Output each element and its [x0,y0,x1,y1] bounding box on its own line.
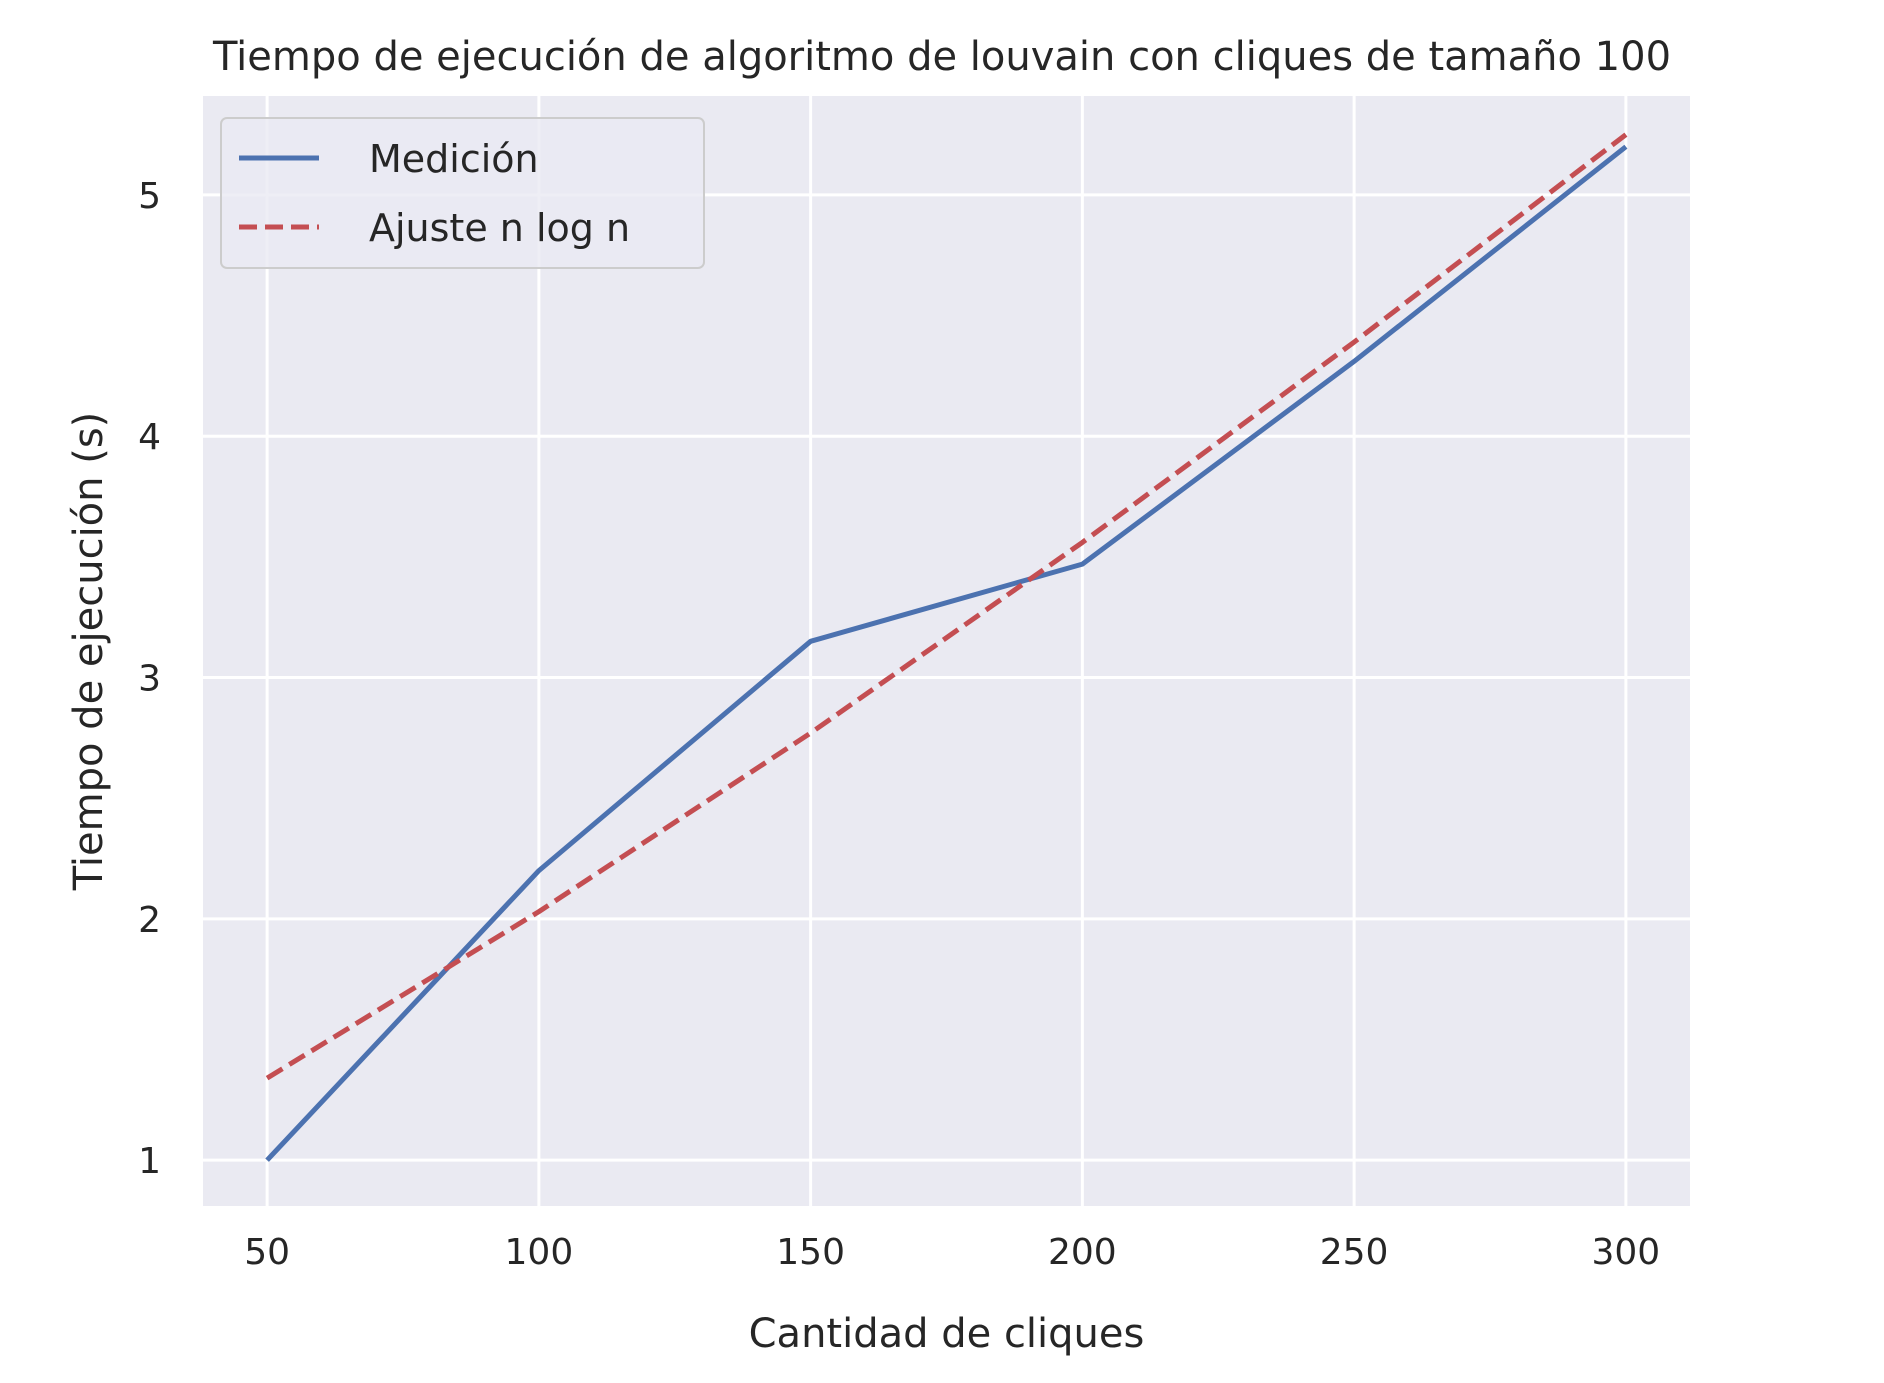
x-tick-label: 100 [505,1232,574,1273]
legend-label-1: Medición [369,137,539,181]
legend-label-2: Ajuste n log n [369,206,630,250]
x-tick-label: 300 [1592,1232,1661,1273]
y-tick-label: 2 [138,900,161,941]
grid [203,96,1690,1206]
x-tick-label: 250 [1320,1232,1389,1273]
y-tick-label: 3 [138,659,161,700]
series-line-2 [265,132,1628,1081]
legend-box [220,117,705,269]
y-tick-label: 5 [138,176,161,217]
chart-title: Tiempo de ejecución de algoritmo de louv… [212,34,1671,80]
ticks: 50 100 150 200 250 300 1 2 3 4 5 [138,176,1660,1273]
y-tick-label: 4 [138,417,161,458]
x-axis-label: Cantidad de cliques [749,1311,1145,1357]
y-tick-label: 1 [138,1141,161,1182]
legend: Medición Ajuste n log n [220,117,705,269]
x-tick-label: 150 [776,1232,845,1273]
series-line-1 [265,144,1628,1162]
plot-area [203,96,1690,1206]
x-tick-label: 200 [1048,1232,1117,1273]
series-layer [265,132,1628,1162]
y-axis-label: Tiempo de ejecución (s) [66,412,112,892]
x-tick-label: 50 [244,1232,290,1273]
